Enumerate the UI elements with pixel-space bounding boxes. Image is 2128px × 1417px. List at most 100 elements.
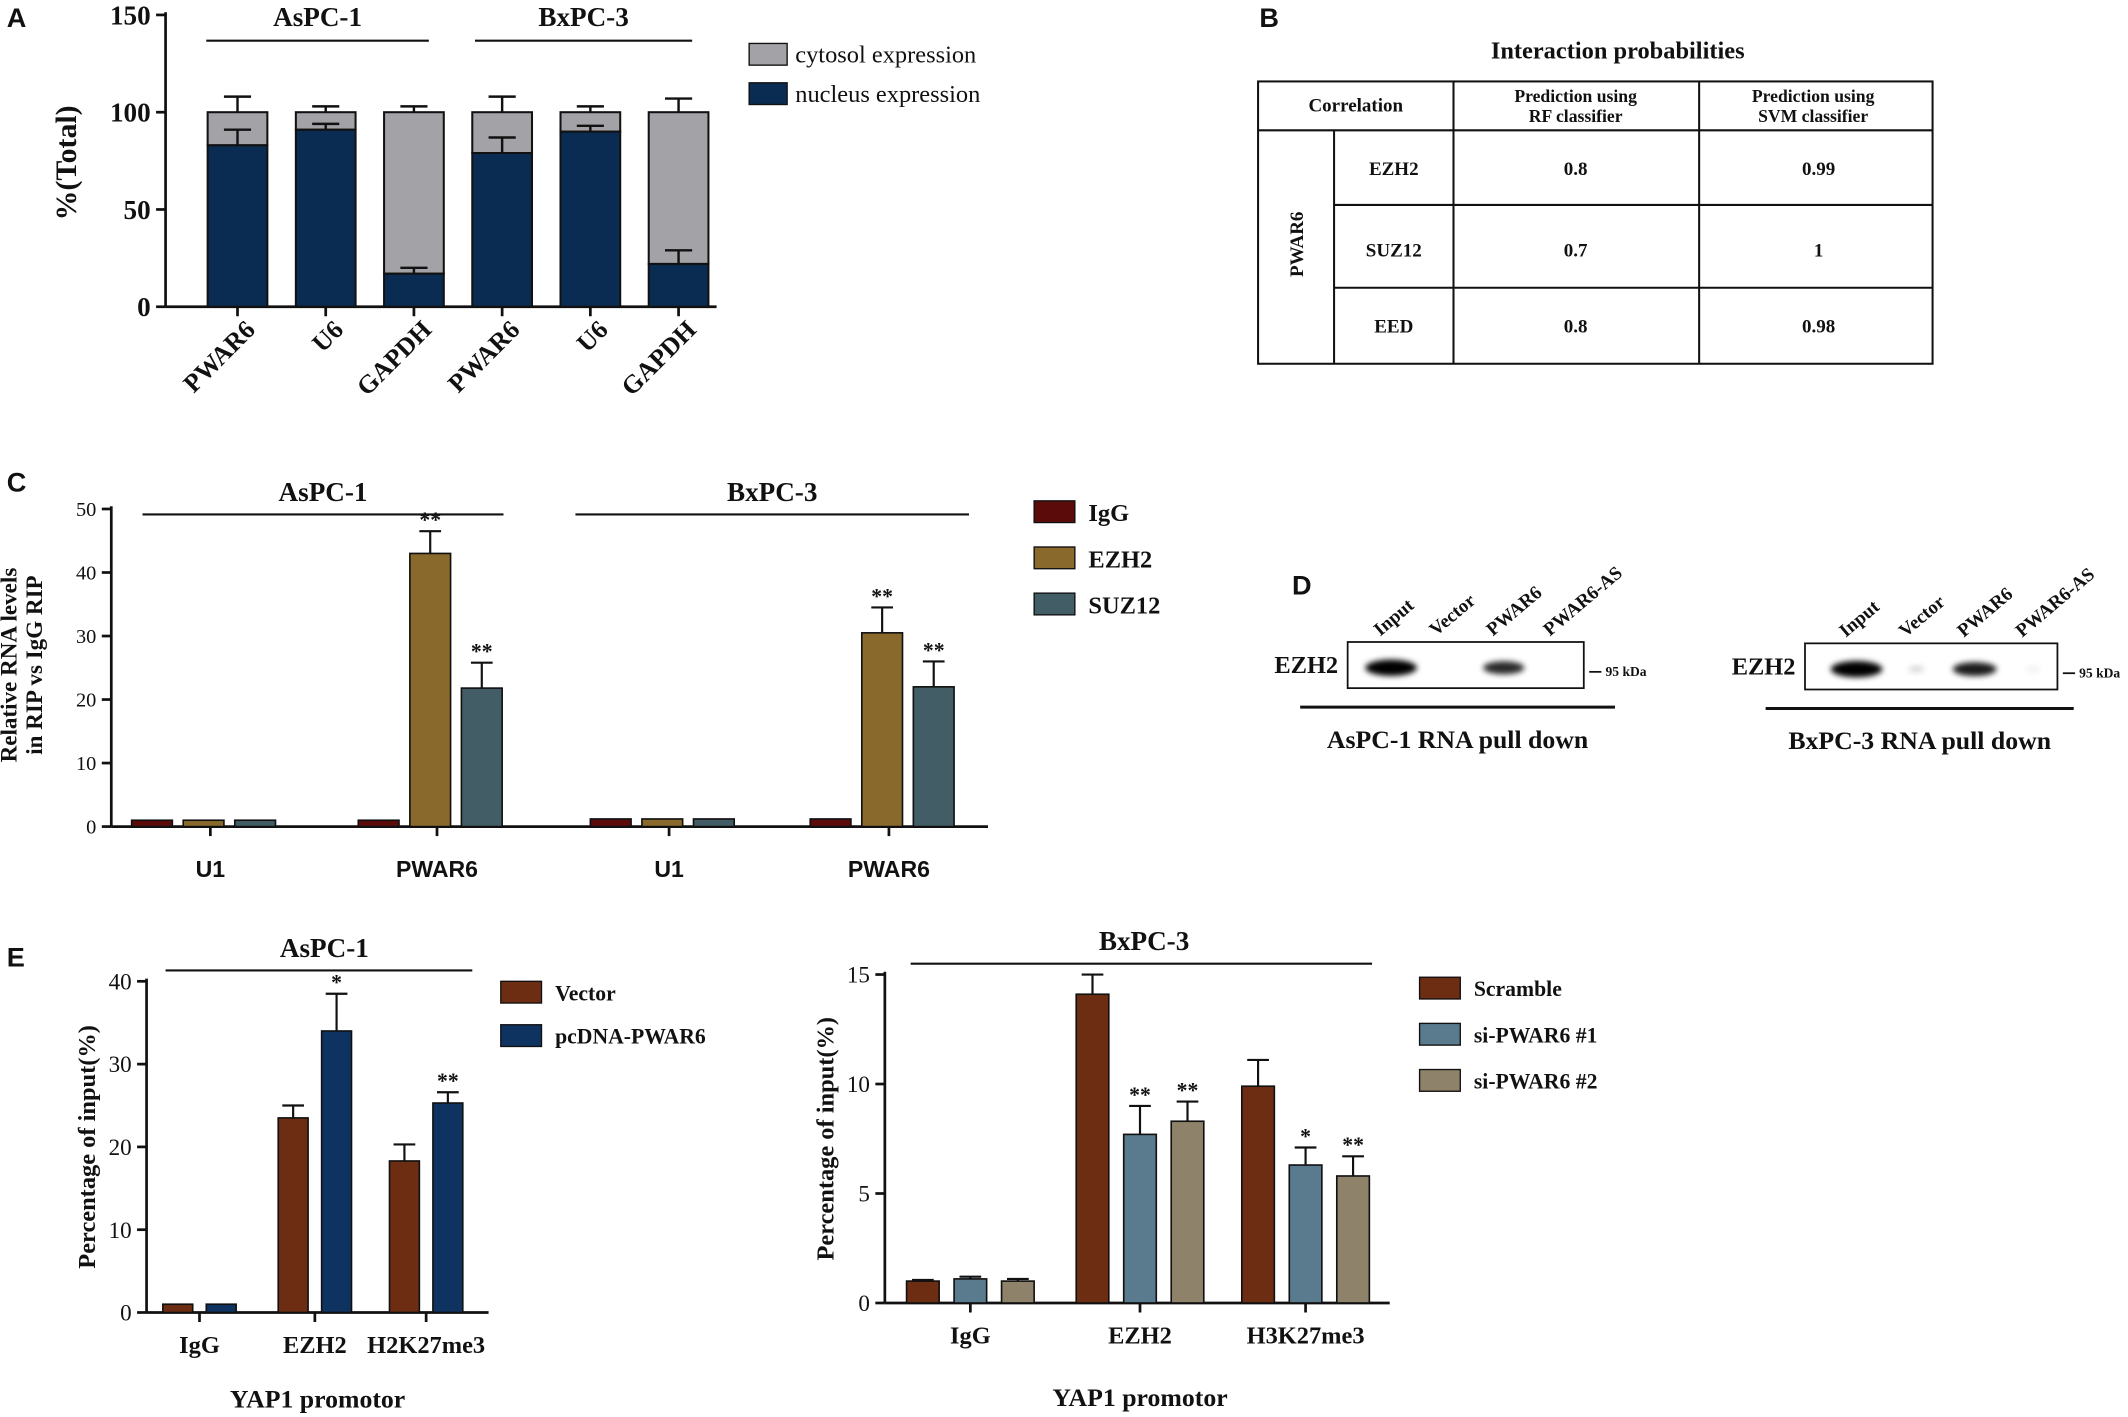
panel-e-aspc1-legend: Vector pcDNA-PWAR6 [500, 980, 706, 1049]
bar-igg [357, 819, 400, 828]
blot-band [1908, 665, 1925, 673]
group-label-bxpc-3: BxPC-3 [538, 2, 628, 32]
significance-mark: ** [1342, 1133, 1364, 1157]
legend-swatch-vector [500, 980, 543, 1004]
y-tick-label: 20 [76, 690, 96, 712]
y-tick-label: 50 [124, 195, 151, 225]
x-axis-title: YAP1 promotor [1052, 1383, 1227, 1412]
x-axis-title: YAP1 promotor [230, 1384, 405, 1413]
x-tick-label: EZH2 [283, 1332, 347, 1359]
x-tick-label: U1 [196, 856, 226, 882]
table-title: Interaction probabilities [1491, 37, 1745, 64]
bar-nucleus [559, 130, 622, 308]
blot-lane-label-vector: Vector [1895, 591, 1950, 642]
legend-swatch-igg [1033, 500, 1076, 524]
bar-vector [162, 1303, 194, 1314]
bar-nucleus [383, 272, 445, 308]
y-tick-label: 10 [109, 1217, 132, 1243]
bar-si-pwar6-2 [1335, 1175, 1371, 1304]
bar-cytosol [647, 111, 710, 265]
y-tick-label: 100 [110, 98, 151, 128]
bar-si-pwar6-2 [1170, 1120, 1205, 1304]
legend-label-nucleus: nucleus expression [795, 81, 980, 108]
blot-marker-label: 95 kDa [2079, 665, 2120, 680]
legend-swatch-suz12 [1033, 592, 1076, 616]
bar-cytosol [383, 111, 445, 275]
x-tick-label: U6 [571, 315, 614, 358]
x-tick-label: H3K27me3 [1247, 1323, 1365, 1350]
panel-e-aspc1-chart: 0 10 20 30 40 Percentage of input(%) AsPC-1 YAP… [74, 933, 706, 1414]
x-tick-label: GAPDH [351, 315, 437, 401]
y-tick-label: 30 [109, 1051, 132, 1077]
significance-mark: * [331, 971, 342, 995]
bar-pcdna-pwar6 [320, 1030, 353, 1314]
panel-c-plot: 0 10 20 30 40 50 Relative RNA levelsin RIP vs … [0, 477, 988, 882]
chart-title: AsPC-1 [280, 933, 369, 963]
legend-swatch-si-pwar6-1 [1418, 1022, 1461, 1046]
blot-band [1952, 662, 1997, 677]
legend-swatch-pcdna-pwar6 [500, 1024, 543, 1048]
blot-band [1483, 661, 1525, 675]
bar-suz12 [460, 687, 503, 828]
bar-si-pwar6-2 [1000, 1280, 1035, 1304]
bar-ezh2 [182, 819, 225, 828]
table-cell-gene: SUZ12 [1366, 241, 1422, 262]
significance-mark: ** [1177, 1078, 1199, 1102]
legend-swatch-cytosol [748, 42, 788, 66]
y-axis-label: %(Total) [50, 105, 83, 220]
y-tick-label: 5 [858, 1181, 870, 1207]
x-tick-label: GAPDH [616, 315, 702, 401]
bar-si-pwar6-1 [953, 1278, 988, 1304]
bar-nucleus [206, 144, 269, 308]
table-rows: EZH2 0.8 0.99 SUZ12 0.7 1 EED 0.8 0.98 [1366, 159, 1835, 337]
y-axis-label-line-1: Relative RNA levels [0, 568, 21, 763]
x-tick-label: IgG [179, 1332, 220, 1359]
table-cell-rf: 0.8 [1564, 317, 1588, 338]
bar-suz12 [692, 818, 736, 828]
blot-protein-label: EZH2 [1732, 654, 1796, 681]
bar-scramble [1240, 1085, 1276, 1304]
y-tick-label: 0 [86, 817, 96, 839]
significance-mark: ** [471, 640, 493, 664]
panel-e-bxpc3-chart: 0 5 10 15 Percentage of input(%) BxPC-3 YAP1 p… [812, 926, 1597, 1412]
table-cell-svm: 0.98 [1802, 317, 1835, 338]
bar-ezh2 [409, 552, 452, 828]
bar-nucleus [294, 128, 357, 308]
legend-label-scramble: Scramble [1474, 977, 1562, 1001]
bar-igg [130, 819, 174, 828]
blot-lane-label-vector: Vector [1426, 590, 1481, 641]
bar-scramble [1075, 993, 1110, 1304]
bar-igg [809, 818, 852, 828]
bar-suz12 [233, 819, 277, 828]
y-axis-label-line-2: in RIP vs IgG RIP [21, 575, 47, 754]
blot-caption: AsPC-1 RNA pull down [1327, 725, 1588, 754]
y-tick-label: 30 [76, 626, 96, 648]
y-tick-label: 50 [76, 499, 96, 521]
legend-label-vector: Vector [555, 981, 616, 1005]
x-tick-label: U6 [306, 315, 349, 358]
bar-pcdna-pwar6 [432, 1102, 464, 1314]
panel-label-a: A [7, 2, 27, 33]
table-cell-rf: 0.8 [1564, 159, 1588, 180]
panel-label-e: E [7, 941, 25, 972]
blot-lane-label-input: Input [1835, 596, 1884, 642]
panel-e-bxpc3-legend: Scramble si-PWAR6 #1 si-PWAR6 #2 [1418, 976, 1597, 1094]
table-cell-svm: 1 [1814, 241, 1823, 262]
x-tick-label: PWAR6 [177, 315, 260, 398]
bar-pcdna-pwar6 [205, 1303, 237, 1314]
bar-ezh2 [860, 632, 904, 828]
legend-swatch-nucleus [748, 82, 788, 106]
blot-lane-label-pwar6-as: PWAR6-AS [2012, 564, 2099, 642]
chart-title: BxPC-3 [1099, 926, 1189, 956]
legend-swatch-ezh2 [1033, 546, 1076, 570]
panel-c-rip-chart: 0 10 20 30 40 50 Relative RNA levelsin RIP vs … [0, 477, 1160, 882]
blot-lane-label-input: Input [1370, 595, 1419, 641]
panel-b-table: Interaction probabilities Correlation Pr… [1257, 37, 1934, 365]
table-header-correlation: Correlation [1308, 95, 1403, 116]
